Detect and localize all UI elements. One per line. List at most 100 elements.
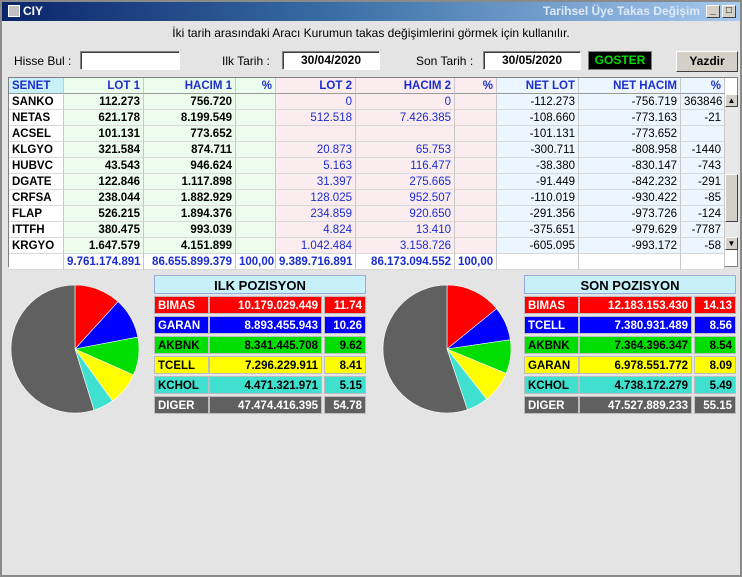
column-header-net-lot[interactable]: NET LOT: [497, 78, 579, 94]
table-cell-lot2: 512.518: [276, 110, 356, 126]
position-pct: 9.62: [324, 336, 366, 354]
position-symbol: DIGER: [154, 396, 209, 414]
scroll-thumb[interactable]: [725, 174, 738, 222]
minimize-button[interactable]: _: [706, 5, 720, 18]
table-cell-hacim1: 1.894.376: [144, 206, 236, 222]
table-cell-symbol[interactable]: DGATE: [9, 174, 64, 190]
position-pct: 5.49: [694, 376, 736, 394]
table-cell-net-hacim: -756.719: [579, 94, 681, 110]
table-cell-net-pct: -7787: [681, 222, 725, 238]
table-cell-lot1: 43.543: [64, 158, 144, 174]
table-cell-pct1: [236, 190, 276, 206]
table-cell-pct1: [236, 142, 276, 158]
table-cell-hacim1: 874.711: [144, 142, 236, 158]
column-header-lot1[interactable]: LOT 1: [64, 78, 144, 94]
table-cell-symbol[interactable]: NETAS: [9, 110, 64, 126]
column-header-lot2[interactable]: LOT 2: [276, 78, 356, 94]
total-cell-net-hacim: [579, 254, 681, 270]
table-cell-symbol[interactable]: HUBVC: [9, 158, 64, 174]
table-cell-pct2: [455, 142, 497, 158]
start-date-field[interactable]: 30/04/2020: [282, 51, 380, 70]
column-header-net-pct[interactable]: %: [681, 78, 725, 94]
column-header-pct2[interactable]: %: [455, 78, 497, 94]
table-cell-pct2: [455, 126, 497, 142]
table-cell-lot2: [276, 126, 356, 142]
end-date-field[interactable]: 30/05/2020: [483, 51, 581, 70]
table-cell-symbol[interactable]: SANKO: [9, 94, 64, 110]
column-header-hacim1[interactable]: HACIM 1: [144, 78, 236, 94]
search-input[interactable]: [80, 51, 180, 70]
column-header-hacim2[interactable]: HACIM 2: [356, 78, 455, 94]
pie-slice-bimas: [446, 284, 498, 350]
table-cell-hacim2: 275.665: [356, 174, 455, 190]
table-cell-lot1: 380.475: [64, 222, 144, 238]
table-cell-pct1: [236, 158, 276, 174]
position-symbol: BIMAS: [524, 296, 579, 314]
table-cell-net-lot: -291.356: [497, 206, 579, 222]
system-menu-icon[interactable]: [8, 5, 20, 17]
last-position-title: SON POZISYON: [524, 275, 736, 294]
position-symbol: TCELL: [154, 356, 209, 374]
table-cell-net-lot: -110.019: [497, 190, 579, 206]
scroll-down-icon[interactable]: ▼: [725, 237, 738, 250]
title-bar[interactable]: CIY Tarihsel Üye Takas Değişim _ □: [2, 2, 740, 21]
table-cell-pct1: [236, 174, 276, 190]
table-cell-pct1: [236, 110, 276, 126]
total-cell-pct2: 100,00: [455, 254, 497, 270]
table-cell-net-hacim: -979.629: [579, 222, 681, 238]
table-cell-pct2: [455, 190, 497, 206]
total-cell-lot2: 9.389.716.891: [276, 254, 356, 270]
show-button[interactable]: GOSTER: [588, 51, 652, 70]
table-cell-pct1: [236, 238, 276, 254]
table-cell-lot1: 526.215: [64, 206, 144, 222]
position-symbol: DIGER: [524, 396, 579, 414]
table-cell-hacim2: 7.426.385: [356, 110, 455, 126]
table-cell-symbol[interactable]: FLAP: [9, 206, 64, 222]
table-cell-net-pct: -58: [681, 238, 725, 254]
table-cell-net-lot: -300.711: [497, 142, 579, 158]
table-cell-symbol[interactable]: ITTFH: [9, 222, 64, 238]
position-value: 47.527.889.233: [579, 396, 692, 414]
column-header-net-hacim[interactable]: NET HACIM: [579, 78, 681, 94]
table-cell-net-pct: -21: [681, 110, 725, 126]
position-pct: 8.09: [694, 356, 736, 374]
table-cell-net-hacim: -773.652: [579, 126, 681, 142]
table-cell-lot1: 122.846: [64, 174, 144, 190]
position-pct: 11.74: [324, 296, 366, 314]
column-header-pct1[interactable]: %: [236, 78, 276, 94]
position-pct: 10.26: [324, 316, 366, 334]
table-cell-lot2: 0: [276, 94, 356, 110]
table-cell-symbol[interactable]: ACSEL: [9, 126, 64, 142]
position-symbol: KCHOL: [524, 376, 579, 394]
position-value: 10.179.029.449: [209, 296, 322, 314]
table-cell-lot2: 31.397: [276, 174, 356, 190]
pie-slice-diger: [10, 284, 95, 414]
position-value: 7.364.396.347: [579, 336, 692, 354]
table-cell-symbol[interactable]: KRGYO: [9, 238, 64, 254]
table-cell-symbol[interactable]: CRFSA: [9, 190, 64, 206]
table-cell-pct1: [236, 94, 276, 110]
total-cell-lot1: 9.761.174.891: [64, 254, 144, 270]
table-cell-lot2: 234.859: [276, 206, 356, 222]
column-header-symbol[interactable]: SENET: [9, 78, 64, 94]
table-cell-net-hacim: -842.232: [579, 174, 681, 190]
table-cell-hacim2: 0: [356, 94, 455, 110]
table-cell-net-pct: -124: [681, 206, 725, 222]
table-cell-lot2: 4.824: [276, 222, 356, 238]
table-cell-symbol[interactable]: KLGYO: [9, 142, 64, 158]
position-pct: 14.13: [694, 296, 736, 314]
start-date-label: Ilk Tarih :: [222, 54, 270, 68]
print-button[interactable]: Yazdir: [676, 51, 738, 72]
scroll-up-icon[interactable]: ▲: [725, 94, 738, 107]
table-cell-hacim1: 946.624: [144, 158, 236, 174]
last-position-pie-chart: [382, 284, 512, 414]
table-cell-pct1: [236, 126, 276, 142]
table-cell-pct2: [455, 158, 497, 174]
position-pct: 55.15: [694, 396, 736, 414]
usage-hint: İki tarih arasındaki Aracı Kurumun takas…: [172, 26, 570, 40]
table-cell-net-lot: -101.131: [497, 126, 579, 142]
table-scrollbar[interactable]: ▲ ▼: [725, 94, 738, 250]
maximize-button[interactable]: □: [722, 5, 736, 18]
table-cell-hacim1: 756.720: [144, 94, 236, 110]
takas-table[interactable]: SENET LOT 1 HACIM 1% LOT 2 HACIM 2% NET LOT NE…: [8, 77, 738, 270]
